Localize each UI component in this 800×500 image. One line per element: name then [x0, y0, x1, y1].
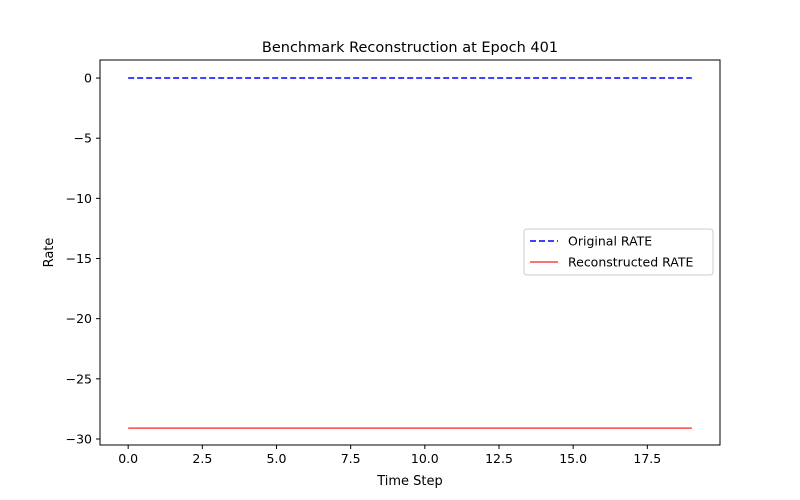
x-axis-label: Time Step	[376, 474, 443, 489]
x-tick-label: 10.0	[411, 451, 439, 466]
legend-label-original-rate: Original RATE	[568, 234, 652, 249]
y-tick-label: −25	[66, 371, 92, 386]
x-axis-ticks: 0.0 2.5 5.0 7.5 10.0 12.5 15.0 17.5	[118, 445, 661, 466]
y-tick-label: 0	[84, 71, 92, 86]
x-tick-label: 15.0	[559, 451, 587, 466]
y-tick-label: −5	[74, 131, 92, 146]
x-tick-label: 2.5	[192, 451, 212, 466]
y-axis-label: Rate	[42, 238, 57, 268]
x-tick-label: 0.0	[118, 451, 138, 466]
legend-label-reconstructed-rate: Reconstructed RATE	[568, 255, 693, 270]
x-tick-label: 17.5	[633, 451, 661, 466]
y-tick-label: −30	[66, 431, 92, 446]
y-axis-ticks: 0 −5 −10 −15 −20 −25 −30	[66, 71, 100, 446]
plot-content	[128, 77, 692, 429]
x-tick-label: 7.5	[341, 451, 361, 466]
y-tick-label: −10	[66, 191, 92, 206]
y-tick-label: −20	[66, 311, 92, 326]
legend: Original RATE Reconstructed RATE	[523, 228, 714, 276]
x-tick-label: 12.5	[485, 451, 513, 466]
plot-area-frame	[99, 59, 721, 446]
x-tick-label: 5.0	[267, 451, 287, 466]
legend-box	[523, 228, 714, 276]
y-tick-label: −15	[66, 251, 92, 266]
chart-title: Benchmark Reconstruction at Epoch 401	[262, 40, 558, 56]
